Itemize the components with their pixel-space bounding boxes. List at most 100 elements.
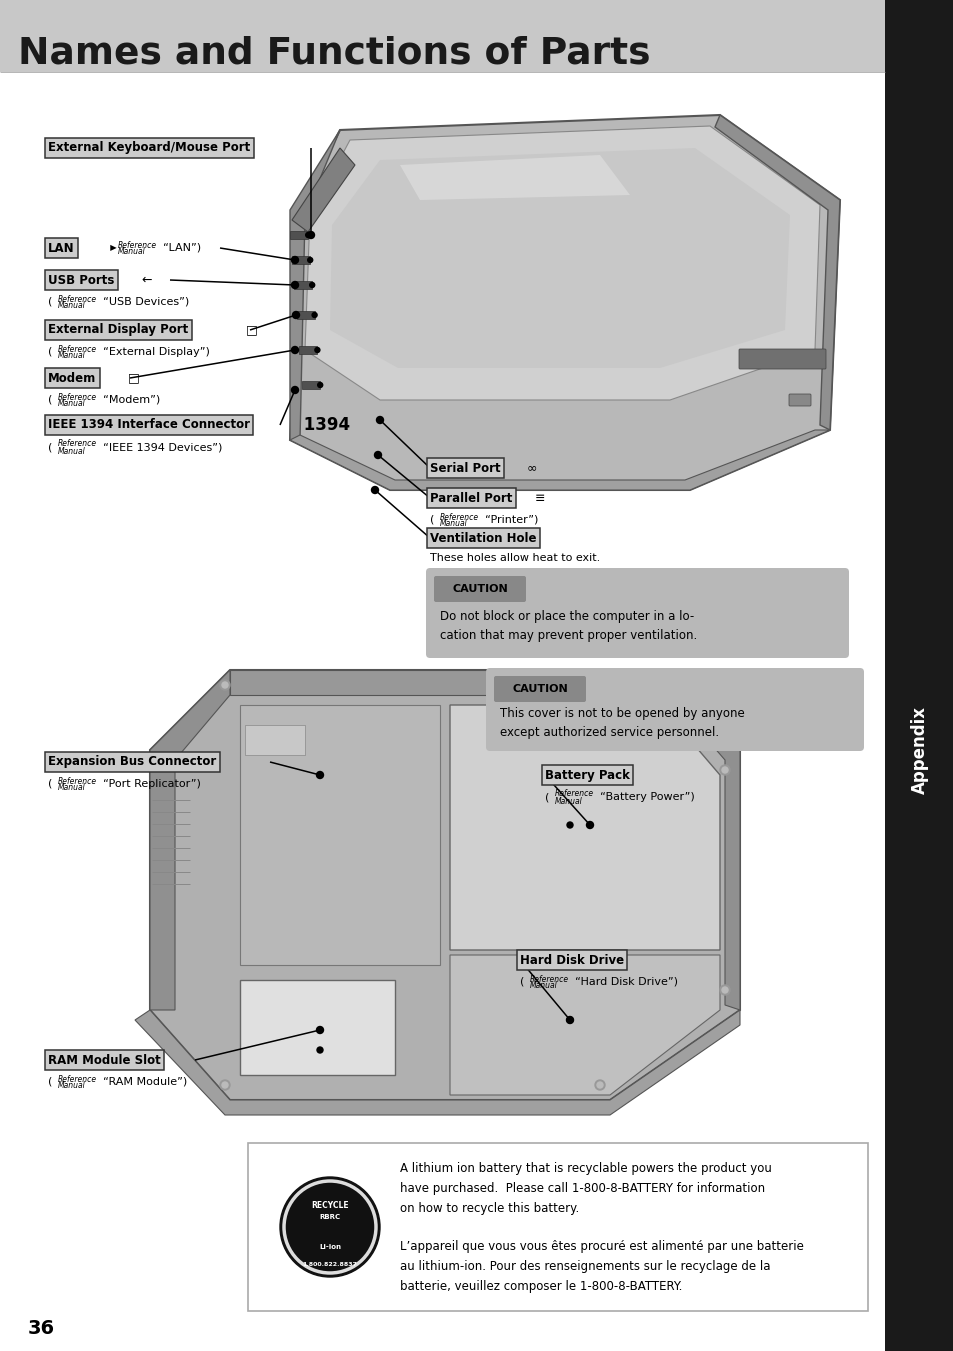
Text: Reference: Reference [118, 240, 157, 250]
Text: External Keyboard/Mouse Port: External Keyboard/Mouse Port [48, 142, 250, 154]
Text: RBRC: RBRC [319, 1215, 340, 1220]
Circle shape [314, 347, 319, 353]
Text: ←: ← [133, 273, 160, 286]
FancyBboxPatch shape [299, 346, 317, 354]
Circle shape [293, 312, 299, 319]
Polygon shape [450, 705, 720, 950]
FancyBboxPatch shape [739, 349, 825, 369]
Circle shape [566, 1017, 573, 1023]
Text: IEEE 1394 Interface Connector: IEEE 1394 Interface Connector [48, 419, 250, 431]
Text: ▶: ▶ [105, 243, 122, 253]
Text: Manual: Manual [58, 400, 86, 408]
Text: “USB Devices”): “USB Devices”) [103, 297, 189, 307]
Text: This cover is not to be opened by anyone
except authorized service personnel.: This cover is not to be opened by anyone… [499, 707, 744, 739]
Circle shape [312, 312, 316, 317]
Circle shape [720, 765, 729, 775]
Circle shape [308, 258, 313, 262]
Text: Appendix: Appendix [910, 707, 928, 794]
Text: Manual: Manual [530, 981, 558, 990]
Text: ≡: ≡ [526, 492, 553, 504]
Circle shape [286, 1183, 374, 1271]
Text: “IEEE 1394 Devices”): “IEEE 1394 Devices”) [103, 442, 222, 453]
FancyBboxPatch shape [294, 281, 312, 289]
Text: ∞: ∞ [518, 462, 545, 474]
Polygon shape [330, 149, 789, 367]
Circle shape [566, 821, 573, 828]
Polygon shape [659, 670, 740, 1011]
Text: □: □ [120, 372, 148, 385]
Circle shape [721, 988, 727, 993]
Text: Manual: Manual [58, 351, 86, 361]
FancyBboxPatch shape [302, 381, 320, 389]
Text: Manual: Manual [555, 797, 582, 805]
Polygon shape [305, 126, 820, 400]
Text: 1394: 1394 [297, 416, 350, 434]
Circle shape [720, 985, 729, 994]
Text: Hard Disk Drive: Hard Disk Drive [519, 954, 623, 966]
Text: Reference: Reference [58, 1074, 97, 1084]
FancyBboxPatch shape [884, 0, 953, 1351]
Text: Manual: Manual [439, 520, 467, 528]
Text: 36: 36 [28, 1319, 55, 1337]
Text: (: ( [430, 515, 434, 526]
Text: (: ( [48, 347, 52, 357]
Text: RECYCLE: RECYCLE [311, 1201, 349, 1209]
Text: Serial Port: Serial Port [430, 462, 500, 474]
Text: CAUTION: CAUTION [512, 684, 567, 694]
Text: Parallel Port: Parallel Port [430, 492, 512, 504]
Text: “Battery Power”): “Battery Power”) [599, 792, 694, 802]
Text: Names and Functions of Parts: Names and Functions of Parts [18, 36, 650, 72]
Text: “Printer”): “Printer”) [484, 515, 537, 526]
Circle shape [316, 1047, 323, 1052]
FancyBboxPatch shape [788, 394, 810, 407]
Text: L’appareil que vous vous êtes procuré est alimenté par une batterie
au lithium-i: L’appareil que vous vous êtes procuré es… [399, 1240, 803, 1293]
FancyBboxPatch shape [296, 311, 314, 319]
FancyBboxPatch shape [434, 576, 525, 603]
Polygon shape [135, 1011, 740, 1115]
Text: Ventilation Hole: Ventilation Hole [430, 531, 536, 544]
FancyBboxPatch shape [245, 725, 305, 755]
Text: Manual: Manual [58, 784, 86, 793]
Text: CAUTION: CAUTION [452, 584, 507, 594]
Text: (: ( [48, 1077, 52, 1088]
Polygon shape [150, 670, 740, 1100]
Text: USB Ports: USB Ports [48, 273, 114, 286]
Circle shape [305, 232, 311, 238]
Text: 1.800.822.8837: 1.800.822.8837 [302, 1262, 357, 1267]
Circle shape [222, 682, 228, 688]
Polygon shape [292, 149, 355, 232]
Circle shape [586, 821, 593, 828]
Text: Reference: Reference [58, 295, 97, 304]
Circle shape [595, 1079, 604, 1090]
Circle shape [292, 346, 298, 354]
Text: These holes allow heat to exit.: These holes allow heat to exit. [430, 553, 599, 563]
Circle shape [307, 231, 314, 239]
Text: Reference: Reference [58, 777, 97, 785]
Text: Manual: Manual [118, 247, 146, 257]
Circle shape [292, 386, 298, 393]
Text: External Display Port: External Display Port [48, 323, 188, 336]
Text: (: ( [48, 442, 52, 453]
Text: (: ( [48, 780, 52, 789]
Text: Reference: Reference [439, 512, 478, 521]
Polygon shape [290, 430, 829, 490]
Text: Li-ion: Li-ion [318, 1244, 340, 1250]
Polygon shape [150, 670, 230, 1011]
Circle shape [310, 282, 314, 288]
Polygon shape [714, 115, 840, 430]
Text: □: □ [237, 323, 266, 336]
Circle shape [721, 767, 727, 773]
Text: “RAM Module”): “RAM Module”) [103, 1077, 187, 1088]
FancyBboxPatch shape [0, 0, 884, 72]
Text: Battery Pack: Battery Pack [544, 769, 629, 781]
Text: Reference: Reference [530, 974, 569, 984]
Text: RAM Module Slot: RAM Module Slot [48, 1054, 161, 1066]
Circle shape [376, 416, 383, 423]
Text: “Modem”): “Modem”) [103, 394, 160, 405]
Circle shape [280, 1177, 379, 1277]
Text: (: ( [48, 297, 52, 307]
Text: A lithium ion battery that is recyclable powers the product you
have purchased. : A lithium ion battery that is recyclable… [399, 1162, 771, 1215]
Polygon shape [450, 955, 720, 1096]
Circle shape [316, 1027, 323, 1034]
Text: Manual: Manual [58, 446, 86, 455]
